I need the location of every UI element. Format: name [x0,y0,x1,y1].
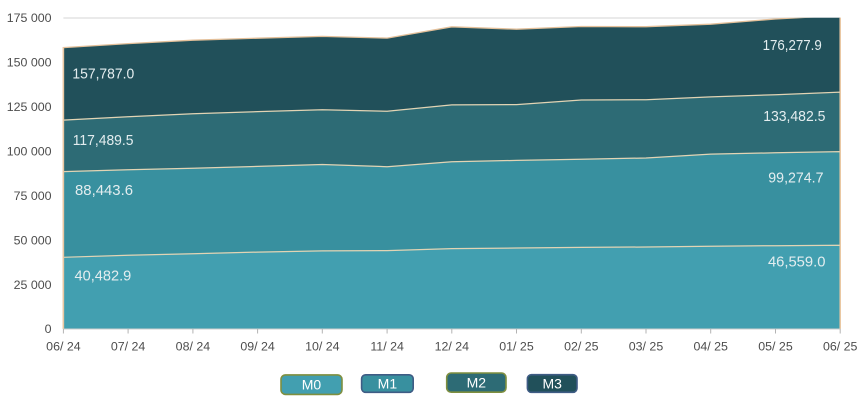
svg-text:11/ 24: 11/ 24 [370,340,404,354]
svg-text:03/ 25: 03/ 25 [629,340,664,354]
svg-text:09/ 24: 09/ 24 [240,340,275,354]
svg-text:0: 0 [45,322,52,336]
svg-text:02/ 25: 02/ 25 [564,340,599,354]
svg-text:176,277.9: 176,277.9 [763,37,822,54]
svg-text:08/ 24: 08/ 24 [176,340,211,354]
svg-text:125 000: 125 000 [7,100,52,114]
svg-text:100 000: 100 000 [7,145,52,159]
svg-text:133,482.5: 133,482.5 [763,108,825,125]
svg-text:50 000: 50 000 [14,233,52,247]
svg-text:07/ 24: 07/ 24 [111,340,146,354]
svg-text:10/ 24: 10/ 24 [305,340,340,354]
svg-text:157,787.0: 157,787.0 [72,65,134,82]
svg-text:175 000: 175 000 [7,11,52,25]
svg-text:M0: M0 [302,377,322,393]
svg-text:M1: M1 [378,376,398,392]
svg-text:12/ 24: 12/ 24 [435,340,470,354]
svg-text:46,559.0: 46,559.0 [768,253,826,270]
svg-text:40,482.9: 40,482.9 [75,267,132,284]
svg-text:04/ 25: 04/ 25 [693,340,728,354]
svg-text:05/ 25: 05/ 25 [758,340,793,354]
svg-text:M3: M3 [542,375,562,391]
svg-text:88,443.6: 88,443.6 [75,182,133,199]
svg-text:06/ 25: 06/ 25 [823,340,858,354]
svg-text:25 000: 25 000 [14,278,52,292]
svg-text:99,274.7: 99,274.7 [768,170,823,187]
svg-text:M2: M2 [467,375,487,391]
svg-text:06/ 24: 06/ 24 [46,340,81,354]
svg-text:75 000: 75 000 [14,189,52,203]
svg-text:150 000: 150 000 [7,56,52,70]
svg-text:01/ 25: 01/ 25 [499,340,534,354]
svg-text:117,489.5: 117,489.5 [73,132,134,149]
